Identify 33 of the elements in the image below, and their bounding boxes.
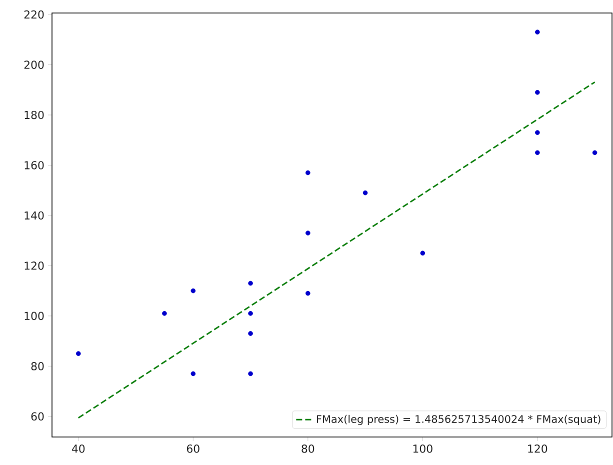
point bbox=[592, 150, 598, 156]
x-tick-label: 40 bbox=[72, 444, 85, 453]
legend-label: FMax(leg press) = 1.485625713540024 * FMax(squat) bbox=[316, 414, 600, 426]
point bbox=[306, 230, 310, 236]
point bbox=[535, 130, 540, 135]
point bbox=[248, 280, 253, 286]
point bbox=[535, 150, 540, 156]
point bbox=[306, 290, 310, 296]
y-tick-label: 100 bbox=[24, 312, 44, 320]
y-tick-label: 140 bbox=[24, 211, 44, 220]
point bbox=[162, 311, 167, 316]
y-tick-label: 120 bbox=[24, 262, 44, 270]
point bbox=[248, 371, 253, 376]
point bbox=[535, 90, 540, 95]
point bbox=[76, 351, 81, 356]
point bbox=[535, 30, 540, 34]
point bbox=[420, 250, 426, 256]
point bbox=[306, 170, 310, 176]
y-tick-label: 180 bbox=[24, 110, 44, 120]
y-tick-label: 60 bbox=[31, 412, 44, 421]
point bbox=[248, 311, 253, 316]
x-tick-label: 60 bbox=[186, 444, 200, 453]
y-tick-label: 80 bbox=[31, 362, 44, 370]
x-tick-label: 80 bbox=[302, 444, 314, 453]
point bbox=[248, 331, 253, 336]
x-tick-label: 120 bbox=[528, 444, 548, 453]
y-tick-label: 220 bbox=[24, 10, 44, 19]
point bbox=[362, 190, 368, 196]
y-tick-label: 160 bbox=[24, 161, 44, 170]
point bbox=[190, 288, 196, 294]
x-tick-label: 100 bbox=[413, 444, 432, 453]
point bbox=[190, 371, 196, 376]
y-tick-label: 200 bbox=[24, 60, 44, 69]
